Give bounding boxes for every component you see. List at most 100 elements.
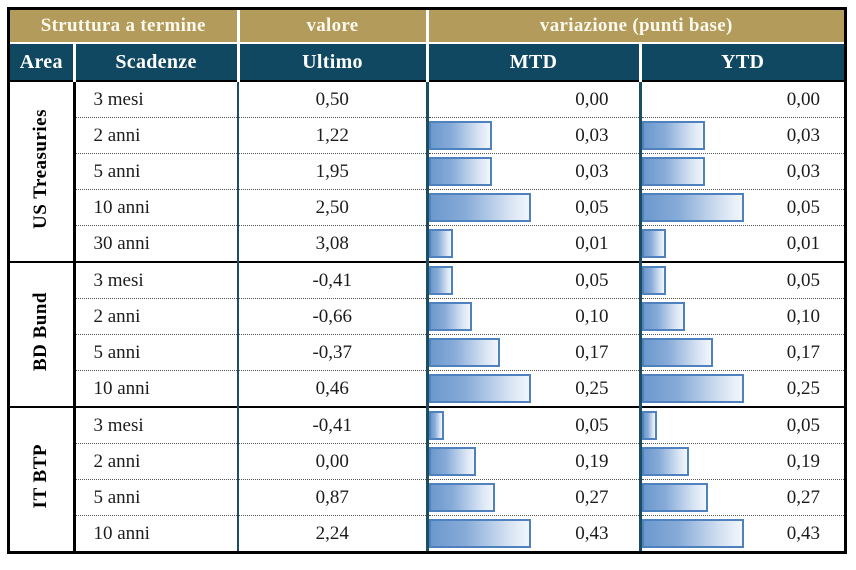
- ytd-cell: 0,01: [640, 225, 844, 262]
- mtd-cell: 0,05: [427, 189, 642, 226]
- mtd-data-bar: [428, 193, 531, 222]
- mtd-value: 0,43: [575, 522, 609, 544]
- mtd-cell: 0,27: [427, 479, 642, 516]
- table-body: US Treasuries 3 mesi 0,50 0,00 0,00 2 an…: [10, 80, 844, 551]
- table-row: US Treasuries 3 mesi 0,50 0,00 0,00: [10, 80, 844, 262]
- ytd-data-bar: [641, 157, 705, 186]
- mtd-value: 0,19: [575, 450, 609, 472]
- mtd-cell: 0,00: [427, 80, 642, 118]
- table-row: 2 anni -0,66 0,10 0,10: [10, 298, 844, 335]
- ytd-cell: 0,25: [640, 370, 844, 407]
- ytd-value: 0,43: [786, 522, 820, 544]
- ultimo-value: -0,37: [238, 334, 429, 371]
- mtd-value: 0,05: [575, 196, 609, 218]
- ytd-data-bar: [641, 121, 705, 150]
- mtd-cell: 0,03: [427, 117, 642, 154]
- area-cell-bd-bund: BD Bund: [10, 261, 76, 407]
- mtd-value: 0,03: [575, 160, 609, 182]
- mtd-data-bar: [428, 157, 492, 186]
- table-row: 5 anni -0,37 0,17 0,17: [10, 334, 844, 371]
- table-row: 5 anni 1,95 0,03 0,03: [10, 153, 844, 190]
- maturity-cell: 10 anni: [74, 370, 239, 407]
- maturity-cell: 3 mesi: [74, 261, 239, 299]
- ultimo-value: 0,87: [238, 479, 429, 516]
- mtd-data-bar: [428, 374, 531, 403]
- mtd-cell: 0,25: [427, 370, 642, 407]
- maturity-cell: 2 anni: [74, 117, 239, 154]
- mtd-data-bar: [428, 338, 500, 367]
- ultimo-value: 2,24: [238, 515, 429, 551]
- mtd-data-bar: [428, 229, 453, 258]
- ytd-data-bar: [641, 519, 744, 548]
- maturity-cell: 10 anni: [74, 189, 239, 226]
- ytd-value: 0,01: [786, 232, 820, 254]
- mtd-cell: 0,19: [427, 443, 642, 480]
- mtd-data-bar: [428, 447, 476, 476]
- ytd-cell: 0,05: [640, 261, 844, 299]
- mtd-data-bar: [428, 121, 492, 150]
- header-column-row: Area Scadenze Ultimo MTD YTD: [10, 43, 844, 81]
- ytd-data-bar: [641, 302, 685, 331]
- mtd-cell: 0,10: [427, 298, 642, 335]
- ytd-data-bar: [641, 411, 657, 440]
- maturity-cell: 5 anni: [74, 479, 239, 516]
- maturity-cell: 2 anni: [74, 443, 239, 480]
- ytd-cell: 0,00: [640, 80, 844, 118]
- column-header-area: Area: [10, 43, 76, 81]
- area-cell-it-btp: IT BTP: [10, 406, 76, 551]
- maturity-cell: 5 anni: [74, 153, 239, 190]
- ytd-value: 0,10: [786, 305, 820, 327]
- ytd-data-bar: [641, 483, 708, 512]
- ytd-cell: 0,17: [640, 334, 844, 371]
- ultimo-value: 0,50: [238, 80, 429, 118]
- ytd-value: 0,00: [786, 88, 820, 110]
- mtd-cell: 0,43: [427, 515, 642, 551]
- ultimo-value: -0,41: [238, 406, 429, 444]
- header-struttura-a-termine: Struttura a termine: [10, 10, 240, 44]
- table-row: 10 anni 0,46 0,25 0,25: [10, 370, 844, 407]
- ytd-data-bar: [641, 266, 666, 295]
- ultimo-value: 0,00: [238, 443, 429, 480]
- ultimo-value: -0,41: [238, 261, 429, 299]
- ytd-value: 0,05: [786, 269, 820, 291]
- header-variazione: variazione (punti base): [427, 10, 844, 44]
- mtd-data-bar: [428, 302, 472, 331]
- ytd-data-bar: [641, 229, 666, 258]
- mtd-cell: 0,01: [427, 225, 642, 262]
- maturity-cell: 10 anni: [74, 515, 239, 551]
- mtd-data-bar: [428, 266, 453, 295]
- mtd-cell: 0,05: [427, 406, 642, 444]
- mtd-cell: 0,05: [427, 261, 642, 299]
- mtd-data-bar: [428, 483, 495, 512]
- mtd-value: 0,00: [575, 88, 609, 110]
- mtd-value: 0,01: [575, 232, 609, 254]
- ytd-data-bar: [641, 374, 744, 403]
- header-valore: valore: [238, 10, 429, 44]
- ultimo-value: 1,95: [238, 153, 429, 190]
- mtd-value: 0,17: [575, 341, 609, 363]
- area-cell-us-treasuries: US Treasuries: [10, 80, 76, 262]
- ultimo-value: 3,08: [238, 225, 429, 262]
- ytd-cell: 0,03: [640, 153, 844, 190]
- ultimo-value: -0,66: [238, 298, 429, 335]
- ytd-cell: 0,19: [640, 443, 844, 480]
- maturity-cell: 2 anni: [74, 298, 239, 335]
- mtd-value: 0,25: [575, 377, 609, 399]
- table-row: 2 anni 0,00 0,19 0,19: [10, 443, 844, 480]
- ytd-cell: 0,05: [640, 189, 844, 226]
- table-row: 30 anni 3,08 0,01 0,01: [10, 225, 844, 262]
- table-header: Struttura a termine valore variazione (p…: [10, 10, 844, 81]
- ytd-value: 0,19: [786, 450, 820, 472]
- ytd-cell: 0,43: [640, 515, 844, 551]
- table-row: 10 anni 2,50 0,05 0,05: [10, 189, 844, 226]
- column-header-scadenze: Scadenze: [74, 43, 240, 81]
- ytd-data-bar: [641, 338, 713, 367]
- table-row: 5 anni 0,87 0,27 0,27: [10, 479, 844, 516]
- table-row: 2 anni 1,22 0,03 0,03: [10, 117, 844, 154]
- area-label: BD Bund: [30, 291, 52, 372]
- ytd-value: 0,03: [786, 124, 820, 146]
- mtd-value: 0,05: [575, 269, 609, 291]
- table-row: IT BTP 3 mesi -0,41 0,05 0,05: [10, 406, 844, 551]
- ultimo-value: 2,50: [238, 189, 429, 226]
